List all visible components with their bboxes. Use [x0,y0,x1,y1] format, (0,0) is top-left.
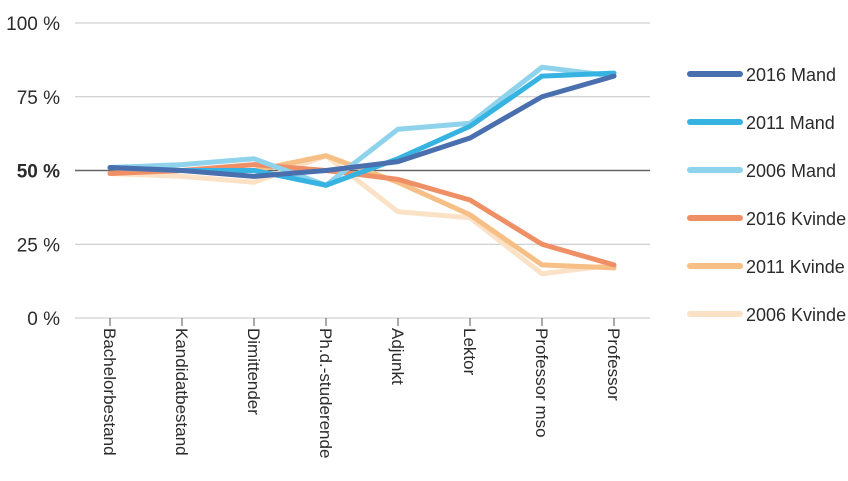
y-tick-label: 0 % [27,309,60,330]
series-line-2016-mand [107,73,617,179]
legend-label: 2006 Kvinde [746,305,846,325]
x-tick-label: Dimittender [244,328,263,415]
y-axis-ticks: 0 % 25 % 50 % 75 % 100 % [6,14,60,330]
series-line-2006-mand [107,64,617,188]
series-line-2016-kvinde [107,162,617,268]
x-axis-ticks: Bachelorbestand Kandidatbestand Dimittende… [100,318,623,458]
legend-label: 2006 Mand [746,161,836,181]
x-tick-label: Kandidatbestand [172,328,191,456]
y-tick-label: 25 % [17,235,60,256]
x-tick-label: Professor [604,328,623,401]
legend-label: 2016 Mand [746,65,836,85]
legend: 2016 Mand 2011 Mand 2006 Mand 2016 Kvinde 20… [687,65,846,325]
series-lines [107,64,617,277]
x-tick-label: Professor mso [532,328,551,438]
legend-label: 2011 Kvinde [746,257,845,277]
y-tick-label: 50 % [17,162,60,183]
legend-label: 2011 Mand [746,113,835,133]
series-line-2006-kvinde [107,153,617,277]
x-tick-label: Adjunkt [388,328,407,385]
x-tick-label: Ph.d.-studerende [316,328,335,458]
x-tick-label: Bachelorbestand [100,328,119,456]
y-tick-label: 100 % [6,14,60,35]
x-tick-label: Lektor [460,328,479,376]
legend-label: 2016 Kvinde [746,209,846,229]
y-tick-label: 75 % [17,88,60,109]
